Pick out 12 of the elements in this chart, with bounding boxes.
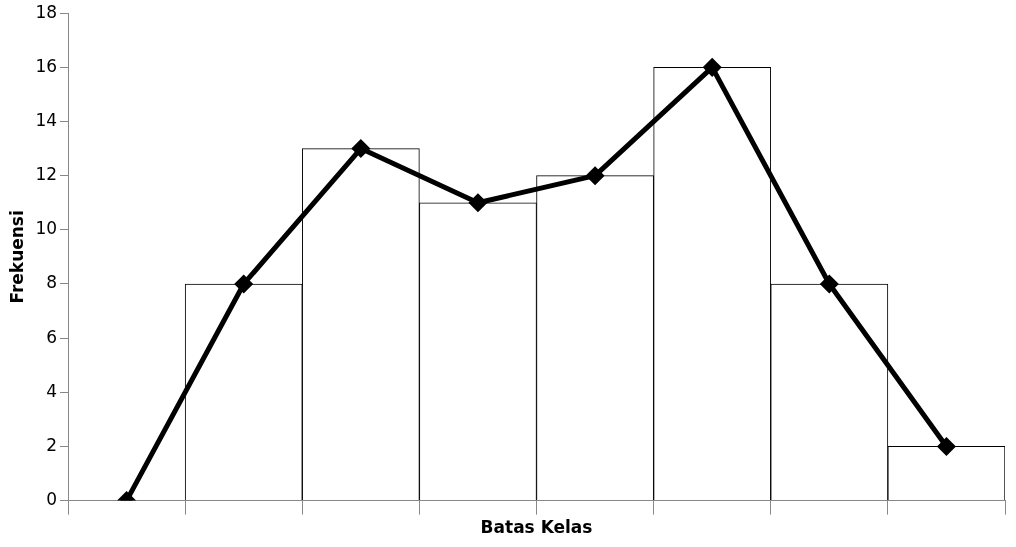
y-axis-title: Frekuensi (6, 210, 27, 304)
x-axis-title: Batas Kelas (480, 517, 593, 538)
y-tick-label: 12 (35, 164, 58, 185)
y-tick-label: 0 (46, 489, 58, 510)
y-tick-label: 14 (35, 109, 58, 130)
y-tick-label: 18 (35, 1, 58, 22)
y-tick-label: 4 (46, 380, 58, 401)
y-tick-label: 8 (46, 272, 58, 293)
y-tick-label: 10 (35, 218, 58, 239)
y-tick-label: 16 (35, 55, 58, 76)
y-tick-label: 2 (46, 434, 58, 455)
y-tick-label: 6 (46, 326, 58, 347)
